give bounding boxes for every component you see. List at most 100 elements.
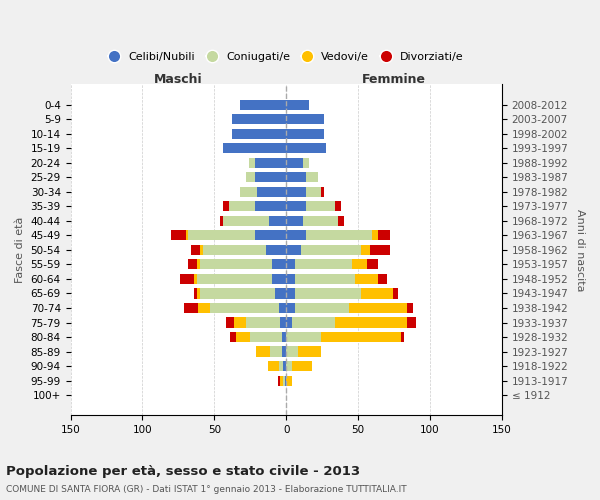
Bar	[275, 288, 286, 298]
Bar	[184, 303, 199, 313]
Bar	[230, 332, 236, 342]
Bar	[286, 114, 323, 124]
Bar	[304, 158, 309, 168]
Bar	[286, 230, 307, 240]
Bar	[236, 332, 250, 342]
Bar	[191, 245, 200, 255]
Bar	[223, 216, 269, 226]
Bar	[304, 216, 338, 226]
Bar	[180, 274, 194, 284]
Bar	[292, 318, 335, 328]
Bar	[286, 143, 326, 154]
Bar	[257, 186, 286, 197]
Bar	[256, 346, 271, 356]
Bar	[286, 201, 307, 211]
Bar	[229, 201, 254, 211]
Bar	[223, 143, 286, 154]
Bar	[271, 346, 282, 356]
Bar	[307, 172, 318, 182]
Bar	[286, 346, 298, 356]
Bar	[355, 274, 378, 284]
Bar	[295, 260, 352, 270]
Bar	[378, 274, 387, 284]
Bar	[269, 216, 286, 226]
Bar	[194, 288, 197, 298]
Bar	[232, 114, 286, 124]
Bar	[307, 201, 335, 211]
Bar	[286, 318, 292, 328]
Bar	[203, 245, 266, 255]
Bar	[272, 260, 286, 270]
Bar	[286, 128, 323, 139]
Bar	[185, 230, 188, 240]
Bar	[283, 361, 286, 371]
Bar	[321, 332, 401, 342]
Bar	[349, 303, 407, 313]
Bar	[370, 245, 390, 255]
Bar	[197, 288, 200, 298]
Bar	[286, 303, 295, 313]
Bar	[220, 216, 223, 226]
Bar	[246, 318, 280, 328]
Bar	[335, 318, 407, 328]
Y-axis label: Anni di nascita: Anni di nascita	[575, 208, 585, 291]
Bar	[286, 100, 309, 110]
Y-axis label: Fasce di età: Fasce di età	[15, 216, 25, 283]
Bar	[266, 245, 286, 255]
Text: COMUNE DI SANTA FIORA (GR) - Dati ISTAT 1° gennaio 2013 - Elaborazione TUTTITALI: COMUNE DI SANTA FIORA (GR) - Dati ISTAT …	[6, 485, 407, 494]
Bar	[407, 318, 416, 328]
Bar	[254, 230, 286, 240]
Bar	[283, 376, 285, 386]
Bar	[361, 288, 392, 298]
Bar	[286, 216, 304, 226]
Bar	[338, 216, 344, 226]
Bar	[301, 245, 361, 255]
Bar	[232, 128, 286, 139]
Bar	[295, 288, 361, 298]
Bar	[254, 158, 286, 168]
Bar	[279, 303, 286, 313]
Bar	[407, 303, 413, 313]
Bar	[278, 376, 280, 386]
Bar	[286, 172, 307, 182]
Bar	[171, 230, 185, 240]
Bar	[254, 172, 286, 182]
Bar	[401, 332, 404, 342]
Bar	[378, 230, 390, 240]
Bar	[235, 318, 246, 328]
Bar	[295, 274, 355, 284]
Text: Femmine: Femmine	[362, 72, 426, 86]
Bar	[286, 274, 295, 284]
Bar	[286, 186, 307, 197]
Bar	[188, 230, 254, 240]
Bar	[226, 318, 235, 328]
Bar	[361, 245, 370, 255]
Bar	[197, 274, 272, 284]
Text: Maschi: Maschi	[154, 72, 203, 86]
Bar	[250, 332, 282, 342]
Bar	[286, 158, 304, 168]
Bar	[240, 186, 257, 197]
Bar	[282, 346, 286, 356]
Bar	[188, 260, 197, 270]
Bar	[286, 245, 301, 255]
Bar	[392, 288, 398, 298]
Bar	[352, 260, 367, 270]
Bar	[249, 158, 254, 168]
Bar	[280, 376, 283, 386]
Bar	[335, 201, 341, 211]
Bar	[286, 361, 292, 371]
Bar	[298, 346, 321, 356]
Bar	[200, 245, 203, 255]
Bar	[373, 230, 378, 240]
Bar	[199, 303, 210, 313]
Bar	[268, 361, 279, 371]
Bar	[321, 186, 323, 197]
Bar	[254, 201, 286, 211]
Bar	[286, 332, 321, 342]
Bar	[280, 318, 286, 328]
Bar	[286, 376, 292, 386]
Bar	[307, 186, 321, 197]
Bar	[282, 332, 286, 342]
Bar	[285, 376, 286, 386]
